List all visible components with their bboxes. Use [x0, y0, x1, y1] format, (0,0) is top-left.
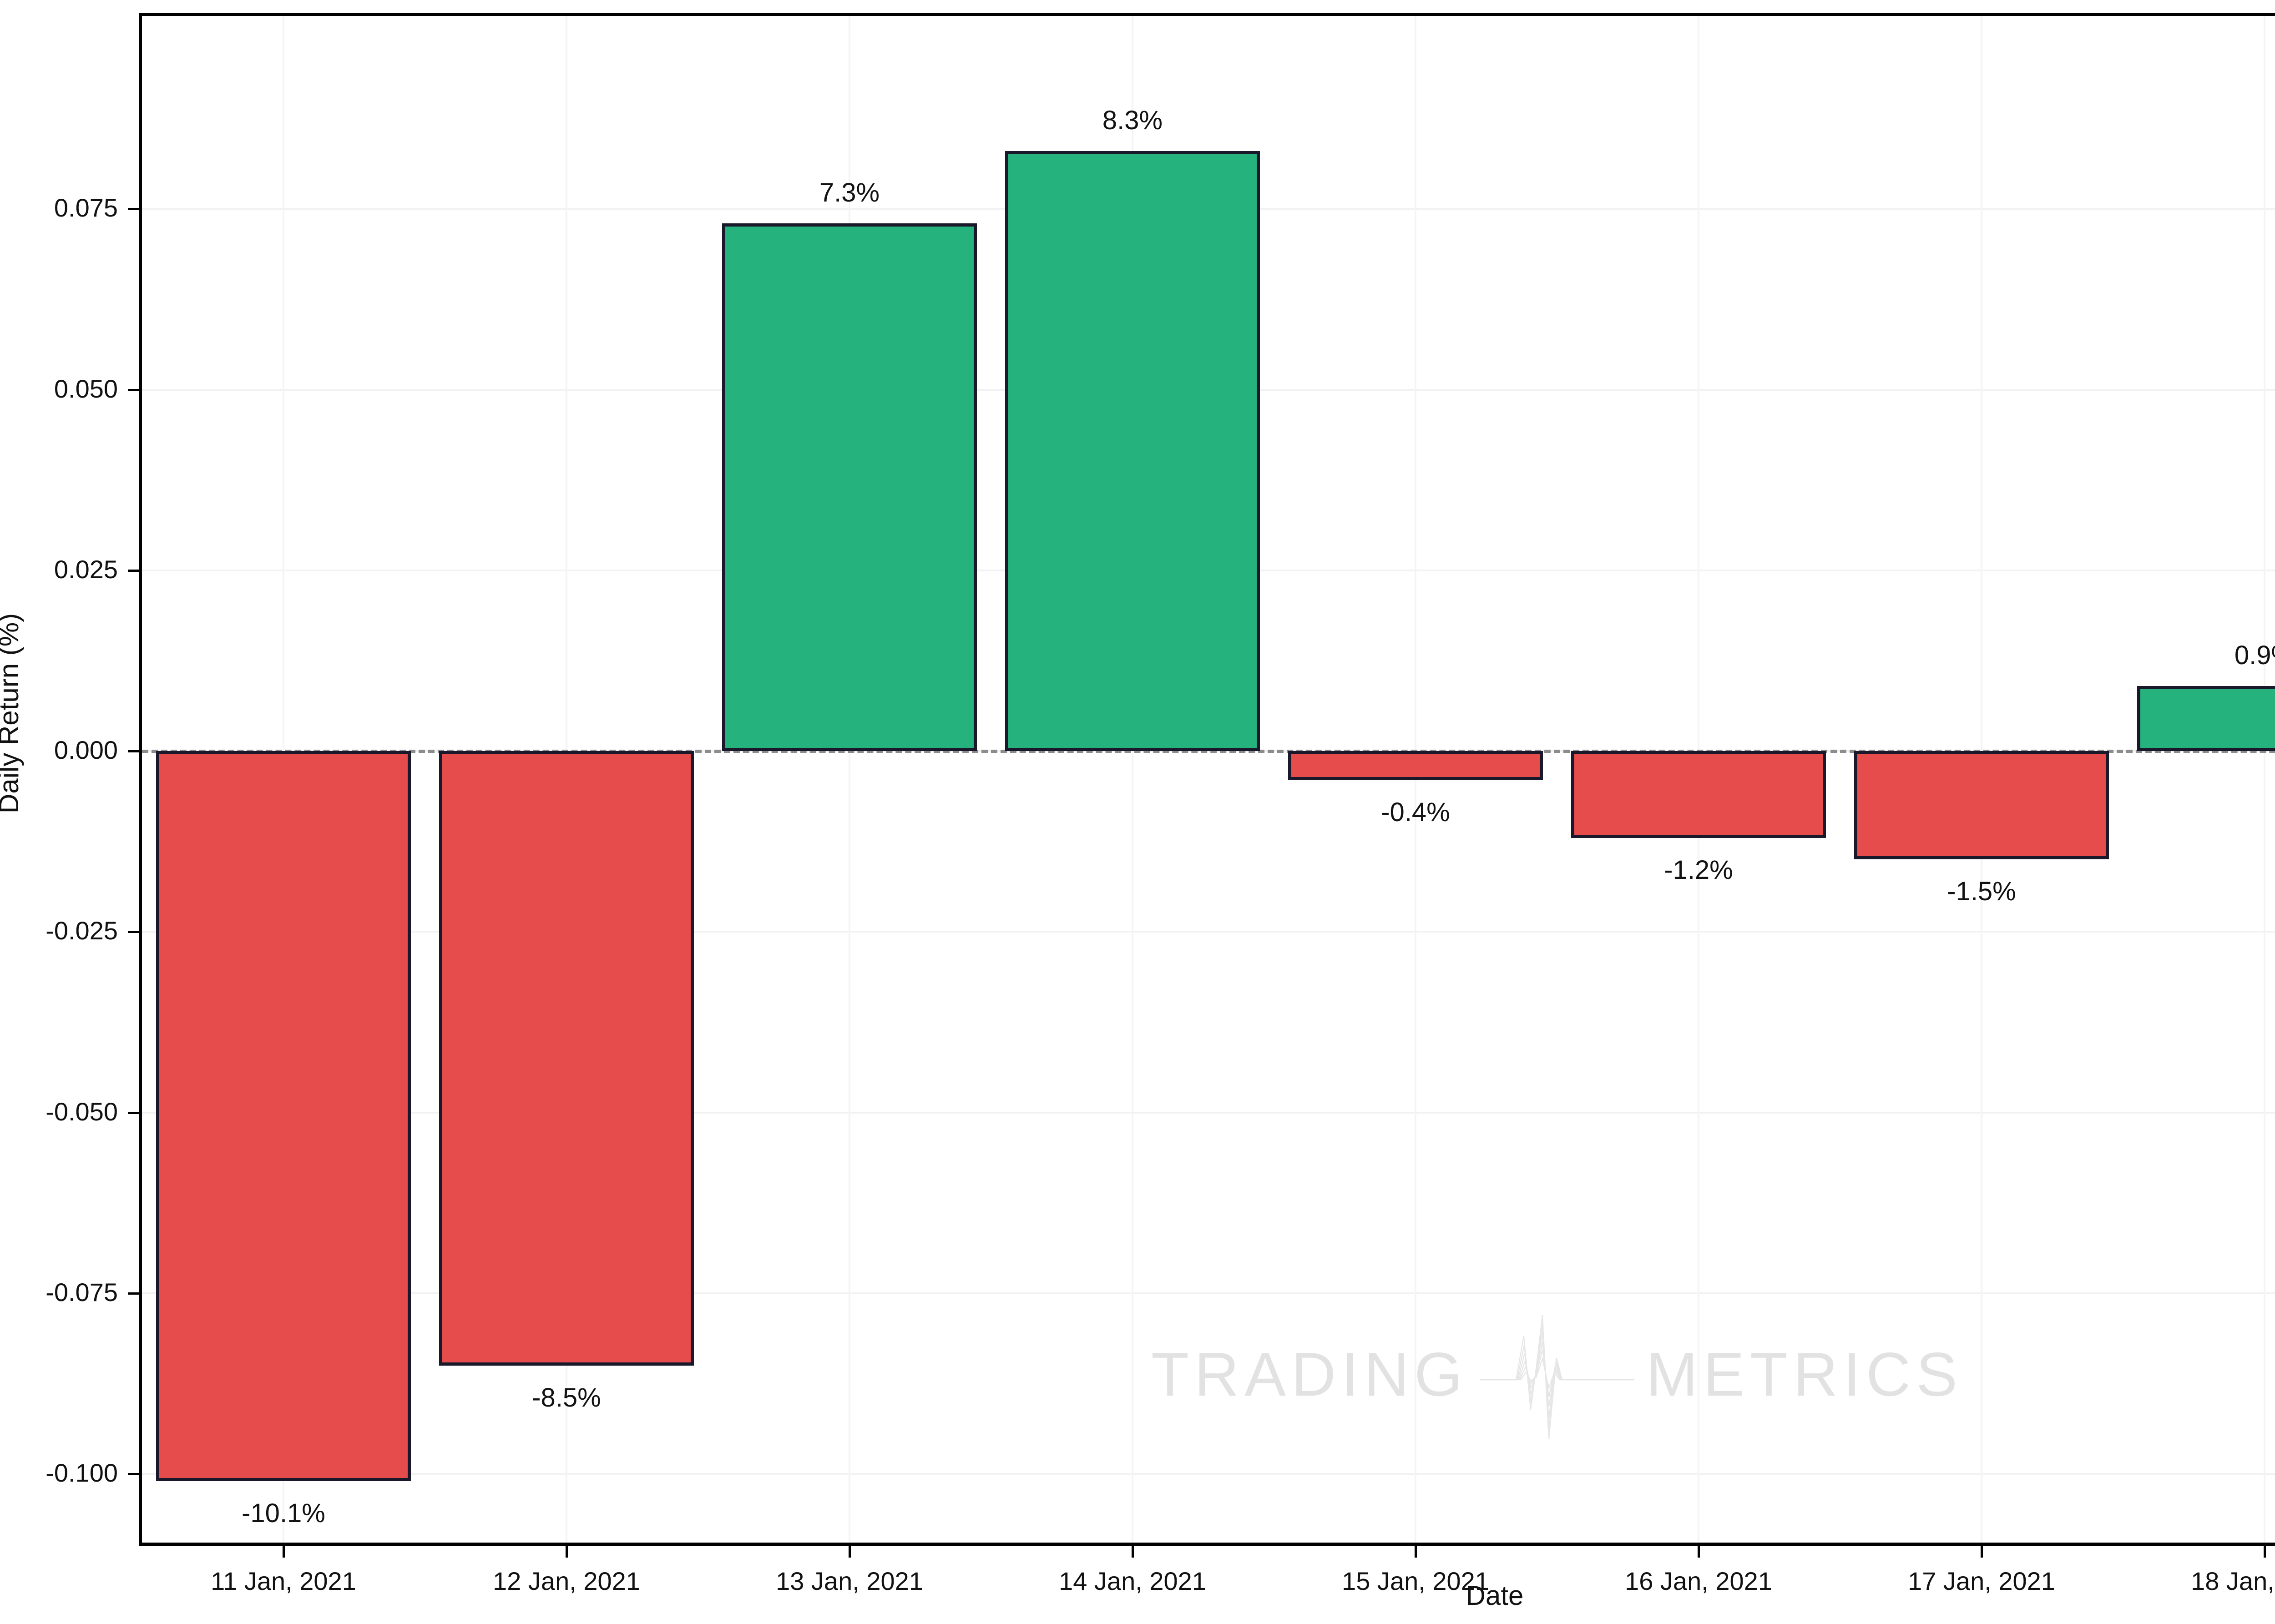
- y-tick-label: -0.075: [46, 1277, 118, 1306]
- y-tick-mark: [128, 1292, 139, 1295]
- bar-value-label: -10.1%: [242, 1498, 325, 1528]
- x-tick-mark: [1698, 1546, 1700, 1558]
- y-tick-label: -0.050: [46, 1097, 118, 1126]
- y-tick-mark: [128, 208, 139, 211]
- x-tick-label: 15 Jan, 2021: [1342, 1567, 1489, 1595]
- watermark-text-right: METRICS: [1646, 1339, 1963, 1409]
- bar[interactable]: [439, 751, 694, 1366]
- y-tick-label: -0.025: [46, 916, 118, 945]
- bar[interactable]: [1005, 151, 1260, 751]
- gridline-horizontal: [142, 931, 2275, 933]
- watermark: TRADING METRICS: [1151, 1306, 1963, 1442]
- y-tick-mark: [128, 1111, 139, 1114]
- x-tick-mark: [1415, 1546, 1417, 1558]
- bar-value-label: 0.9%: [2234, 641, 2275, 671]
- gridline-horizontal: [142, 1292, 2275, 1294]
- gridline-horizontal: [142, 1473, 2275, 1475]
- x-tick-label: 12 Jan, 2021: [493, 1567, 640, 1595]
- gridline-horizontal: [142, 1111, 2275, 1114]
- gridline-vertical: [2264, 16, 2265, 1543]
- bar-value-label: -1.5%: [1947, 877, 2016, 907]
- x-tick-label: 14 Jan, 2021: [1059, 1567, 1206, 1595]
- bar-value-label: -0.4%: [1381, 797, 1450, 827]
- gridline-vertical: [1132, 16, 1133, 1543]
- x-tick-label: 18 Jan, 2021: [2191, 1567, 2275, 1595]
- y-tick-mark: [128, 1473, 139, 1476]
- x-axis-title: Date: [1466, 1580, 1524, 1611]
- pulse-spike-icon: [1480, 1315, 1634, 1439]
- y-tick-label: 0.000: [54, 736, 118, 765]
- x-tick-label: 16 Jan, 2021: [1625, 1567, 1772, 1595]
- y-tick-mark: [128, 750, 139, 753]
- gridline-vertical: [849, 16, 850, 1543]
- bar[interactable]: [1288, 751, 1543, 780]
- zero-reference-line: [142, 750, 2275, 753]
- x-tick-label: 13 Jan, 2021: [776, 1567, 923, 1595]
- y-tick-mark: [128, 569, 139, 572]
- y-tick-mark: [128, 388, 139, 391]
- bar-value-label: 7.3%: [819, 178, 880, 208]
- x-tick-mark: [566, 1546, 568, 1558]
- x-tick-label: 17 Jan, 2021: [1908, 1567, 2055, 1595]
- bar[interactable]: [2137, 686, 2275, 751]
- y-tick-label: 0.025: [54, 555, 118, 584]
- bar[interactable]: [1854, 751, 2109, 860]
- x-tick-mark: [849, 1546, 851, 1558]
- y-tick-label: 0.050: [54, 374, 118, 403]
- x-tick-mark: [1981, 1546, 1983, 1558]
- y-tick-label: -0.100: [46, 1458, 118, 1488]
- x-tick-mark: [1132, 1546, 1134, 1558]
- x-tick-mark: [283, 1546, 285, 1558]
- bar[interactable]: [156, 751, 411, 1481]
- bar[interactable]: [722, 223, 977, 751]
- y-axis-title: Daily Return (%): [0, 613, 24, 814]
- y-tick-mark: [128, 931, 139, 933]
- bar-value-label: -1.2%: [1664, 855, 1733, 885]
- plot-area: TRADING METRICS: [139, 13, 2275, 1546]
- y-tick-label: 0.075: [54, 193, 118, 222]
- watermark-text-left: TRADING: [1151, 1339, 1468, 1409]
- x-tick-mark: [2264, 1546, 2266, 1558]
- bar[interactable]: [1571, 751, 1826, 838]
- x-tick-label: 11 Jan, 2021: [211, 1567, 356, 1595]
- plot-inner: TRADING METRICS: [142, 16, 2275, 1543]
- bar-value-label: 8.3%: [1102, 106, 1163, 136]
- bar-value-label: -8.5%: [532, 1382, 601, 1412]
